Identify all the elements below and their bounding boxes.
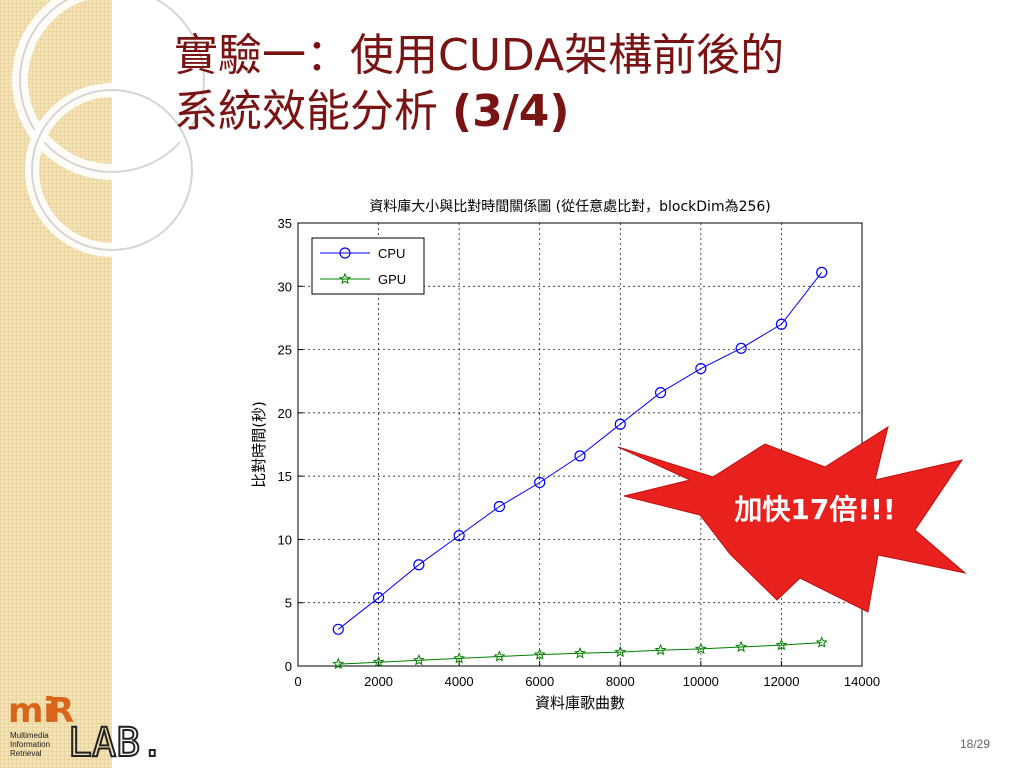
data-point-gpu (694, 642, 707, 655)
x-tick-label: 2000 (364, 674, 393, 689)
data-point-cpu (695, 362, 707, 375)
y-tick-label: 5 (285, 596, 292, 611)
decorative-left-band (0, 0, 112, 768)
data-point-cpu (735, 342, 747, 354)
y-tick-label: 30 (278, 279, 292, 294)
data-point-cpu (372, 592, 385, 604)
speedup-callout: 加快17倍!!! (734, 493, 896, 526)
x-tick-label: 4000 (445, 674, 474, 689)
logo-line: Multimedia (10, 731, 49, 740)
data-point-cpu (534, 476, 546, 489)
data-point-gpu (573, 646, 587, 659)
data-point-cpu (775, 318, 788, 330)
x-axis-label: 資料庫歌曲數 (535, 694, 625, 712)
data-point-cpu (332, 623, 344, 635)
y-tick-label: 35 (278, 216, 292, 231)
title-line-2: 系統效能分析 (174, 86, 452, 137)
data-point-cpu (654, 387, 667, 399)
decorative-ring (31, 89, 193, 251)
data-point-gpu (453, 652, 466, 664)
y-tick-label: 25 (278, 343, 292, 358)
page-number: 18/29 (959, 737, 990, 751)
data-point-gpu (412, 654, 425, 666)
series-line-gpu (338, 642, 822, 665)
line-chart: 0 2000 4000 6000 8000 10000 12000 14000 0 5 10 15 20… (250, 198, 880, 712)
x-tick-label: 0 (294, 674, 301, 689)
slide-title: 實驗一：使用CUDA架構前後的 系統效能分析 (3/4) (174, 28, 994, 140)
series-line-cpu (337, 272, 823, 630)
logo-brand-mi: mi (8, 692, 55, 731)
x-tick-label: 14000 (844, 674, 880, 689)
logo-lab: LAB. (68, 720, 164, 762)
x-tick-label: 8000 (606, 674, 635, 689)
speedup-starburst (617, 425, 967, 613)
logo-line: Information (10, 740, 51, 749)
legend: CPU GPU (311, 237, 425, 295)
data-point-gpu (654, 643, 667, 656)
data-point-gpu (533, 648, 546, 660)
legend-marker (339, 247, 351, 259)
y-axis-label: 比對時間(秒) (250, 401, 268, 488)
logo-line: Retrieval (10, 749, 42, 758)
data-point-gpu (493, 650, 506, 662)
data-point-gpu (775, 638, 788, 651)
x-tick-label: 12000 (763, 674, 799, 689)
data-point-gpu (372, 655, 385, 668)
data-point-cpu (614, 418, 626, 430)
data-point-gpu (735, 640, 748, 653)
legend-label: GPU (378, 272, 406, 287)
legend-box (311, 237, 425, 295)
legend-label: CPU (378, 246, 405, 261)
y-tick-label: 0 (285, 659, 292, 674)
data-point-cpu (413, 559, 425, 571)
logo-brand-r: R (48, 692, 74, 731)
title-line-1: 實驗一：使用CUDA架構前後的 (174, 30, 785, 81)
title-part-number: (3/4) (452, 86, 570, 137)
y-tick-label: 20 (278, 406, 292, 421)
data-point-cpu (574, 450, 586, 462)
y-tick-label: 15 (278, 469, 292, 484)
data-point-cpu (816, 266, 828, 278)
data-point-cpu (453, 530, 465, 542)
plot-area (297, 222, 863, 667)
chart-title: 資料庫大小與比對時間關係圖 (從任意處比對，blockDim為256) (369, 198, 771, 215)
x-tick-label: 6000 (525, 674, 554, 689)
logo-subtitle: Multimedia Information Retrieval (10, 731, 50, 758)
data-point-gpu (815, 636, 828, 648)
mirlab-logo: mi R LAB. (8, 692, 165, 762)
legend-marker (338, 272, 352, 285)
data-point-gpu (614, 645, 627, 658)
decorative-ring (19, 0, 205, 173)
data-point-cpu (493, 500, 506, 513)
y-tick-label: 10 (278, 532, 292, 547)
data-point-gpu (332, 657, 345, 670)
x-tick-label: 10000 (683, 674, 719, 689)
